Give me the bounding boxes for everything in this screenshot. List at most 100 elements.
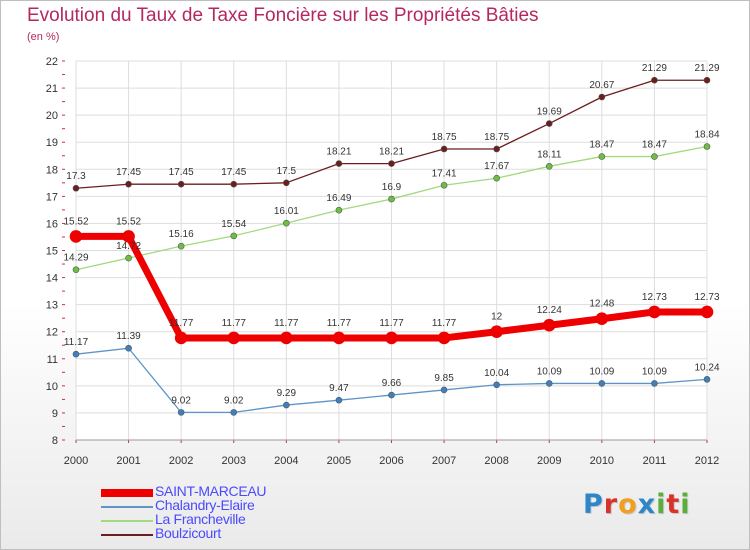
- data-label-la-francheville-2010: 18.47: [589, 140, 614, 151]
- data-label-boulzicourt-2002: 17.45: [169, 167, 194, 178]
- data-label-chalandry-elaire-2006: 9.66: [382, 378, 402, 389]
- data-label-la-francheville-2011: 18.47: [642, 140, 667, 151]
- data-label-saint-marceau-2009: 12.24: [537, 305, 562, 316]
- logo-letter: P: [583, 489, 604, 520]
- data-point-saint-marceau-2000: [69, 230, 83, 243]
- data-point-saint-marceau-2006: [385, 331, 398, 345]
- data-point-chalandry-elaire-2010: [598, 380, 606, 387]
- legend-swatch-la-francheville: [101, 520, 153, 522]
- data-label-saint-marceau-2001: 15.52: [116, 216, 141, 227]
- data-label-chalandry-elaire-2012: 10.24: [694, 362, 719, 373]
- chart-title: Evolution du Taux de Taxe Foncière sur l…: [27, 5, 539, 26]
- logo-letter: i: [680, 489, 691, 520]
- data-point-la-francheville-2008: [493, 174, 500, 182]
- legend-swatch-boulzicourt: [101, 534, 153, 536]
- legend-label-la-francheville: La Francheville: [155, 511, 246, 527]
- data-point-saint-marceau-2012: [700, 305, 714, 319]
- data-point-boulzicourt-2009: [545, 120, 553, 127]
- data-label-chalandry-elaire-2007: 9.85: [434, 373, 454, 384]
- data-point-la-francheville-2009: [545, 163, 553, 170]
- data-point-chalandry-elaire-2012: [703, 376, 711, 383]
- data-point-la-francheville-2004: [283, 219, 290, 227]
- data-label-chalandry-elaire-2005: 9.47: [329, 383, 349, 394]
- legend-swatch-chalandry-elaire: [101, 506, 153, 508]
- x-tick-label-2006: 2006: [379, 455, 403, 467]
- data-label-saint-marceau-2008: 12: [491, 312, 503, 323]
- x-tick-label-2011: 2011: [643, 455, 667, 467]
- data-point-la-francheville-2005: [335, 206, 343, 214]
- x-tick-label-2002: 2002: [169, 455, 193, 467]
- data-label-saint-marceau-2005: 11.77: [327, 318, 352, 329]
- data-label-boulzicourt-2004: 17.5: [277, 166, 297, 177]
- data-point-chalandry-elaire-2006: [388, 391, 395, 399]
- data-point-chalandry-elaire-2003: [230, 409, 238, 416]
- data-label-saint-marceau-2002: 11.77: [169, 318, 194, 329]
- y-tick-label-14: 14: [46, 273, 58, 285]
- x-tick-label-2007: 2007: [432, 455, 456, 467]
- data-label-la-francheville-2008: 17.67: [484, 161, 509, 172]
- data-label-saint-marceau-2012: 12.73: [694, 292, 719, 303]
- data-point-boulzicourt-2001: [125, 180, 132, 188]
- data-point-saint-marceau-2011: [648, 305, 661, 319]
- x-tick-label-2003: 2003: [222, 455, 246, 467]
- y-tick-label-11: 11: [47, 354, 58, 366]
- data-point-saint-marceau-2008: [490, 325, 503, 339]
- data-point-saint-marceau-2001: [122, 230, 135, 243]
- data-point-saint-marceau-2007: [437, 331, 451, 345]
- y-tick-label-9: 9: [52, 408, 58, 420]
- logo-letter: i: [656, 489, 667, 520]
- y-tick-label-15: 15: [46, 246, 58, 258]
- data-label-boulzicourt-2005: 18.21: [326, 147, 351, 158]
- proxiti-logo: Proxiti: [583, 489, 691, 520]
- x-tick-label-2005: 2005: [327, 455, 351, 467]
- data-point-boulzicourt-2007: [440, 145, 448, 153]
- data-label-saint-marceau-2007: 11.77: [432, 318, 457, 329]
- x-tick-label-2004: 2004: [274, 455, 298, 467]
- logo-letter: t: [666, 489, 681, 520]
- data-point-boulzicourt-2000: [72, 184, 80, 192]
- data-label-boulzicourt-2006: 18.21: [379, 147, 404, 158]
- data-label-chalandry-elaire-2001: 11.39: [116, 331, 141, 342]
- y-tick-label-20: 20: [46, 110, 58, 122]
- data-point-boulzicourt-2010: [598, 93, 606, 101]
- data-label-chalandry-elaire-2003: 9.02: [224, 395, 244, 406]
- data-point-saint-marceau-2003: [227, 331, 241, 345]
- data-point-chalandry-elaire-2007: [440, 386, 448, 394]
- data-label-saint-marceau-2006: 11.77: [379, 318, 404, 329]
- x-tick-label-2010: 2010: [590, 455, 614, 467]
- data-point-chalandry-elaire-2000: [72, 350, 80, 358]
- data-point-saint-marceau-2004: [280, 331, 293, 345]
- data-label-la-francheville-2012: 18.84: [694, 130, 719, 141]
- data-label-la-francheville-2002: 15.16: [169, 229, 194, 240]
- data-label-boulzicourt-2008: 18.75: [484, 132, 509, 143]
- data-point-la-francheville-2003: [230, 232, 238, 240]
- data-label-saint-marceau-2004: 11.77: [274, 318, 299, 329]
- data-label-chalandry-elaire-2008: 10.04: [484, 368, 509, 379]
- data-label-boulzicourt-2011: 21.29: [642, 63, 667, 74]
- y-tick-label-12: 12: [46, 327, 58, 339]
- legend-swatch-saint-marceau: [101, 489, 153, 497]
- x-tick-label-2008: 2008: [484, 455, 508, 467]
- data-point-chalandry-elaire-2008: [493, 381, 500, 389]
- data-point-saint-marceau-2005: [332, 331, 346, 345]
- data-label-chalandry-elaire-2009: 10.09: [537, 366, 562, 377]
- data-label-saint-marceau-2010: 12.48: [589, 299, 614, 310]
- y-tick-label-13: 13: [46, 300, 58, 312]
- data-point-chalandry-elaire-2009: [545, 380, 553, 387]
- data-point-boulzicourt-2005: [335, 160, 343, 167]
- data-label-boulzicourt-2009: 19.69: [537, 107, 562, 118]
- data-point-chalandry-elaire-2002: [177, 409, 185, 416]
- data-label-saint-marceau-2003: 11.77: [222, 318, 247, 329]
- y-tick-label-17: 17: [46, 191, 58, 203]
- logo-letter: x: [637, 489, 657, 520]
- legend-label-saint-marceau: SAINT-MARCEAU: [155, 483, 267, 499]
- data-label-chalandry-elaire-2004: 9.29: [277, 388, 297, 399]
- data-label-chalandry-elaire-2010: 10.09: [589, 366, 614, 377]
- data-point-saint-marceau-2009: [542, 318, 556, 332]
- data-label-la-francheville-2005: 16.49: [326, 193, 351, 204]
- data-label-la-francheville-2004: 16.01: [274, 206, 299, 217]
- y-tick-label-19: 19: [46, 137, 58, 149]
- data-point-la-francheville-2007: [440, 181, 448, 189]
- data-label-chalandry-elaire-2011: 10.09: [642, 366, 667, 377]
